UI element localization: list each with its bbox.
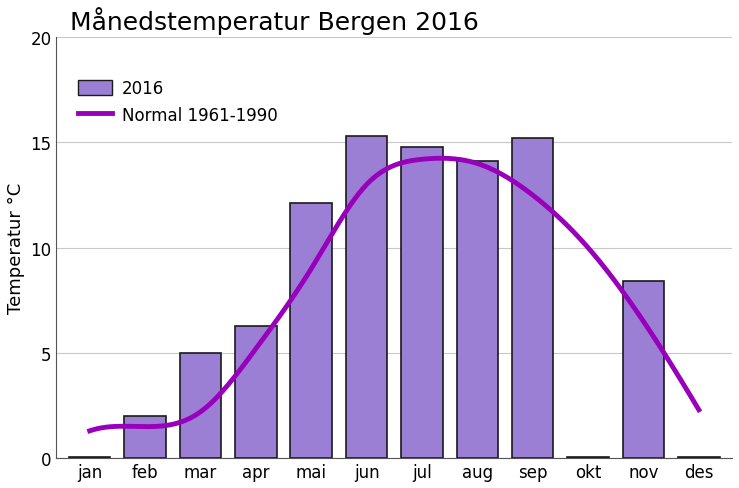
Bar (235, 326, 276, 458)
Bar (568, 457, 609, 458)
Legend: 2016, Normal 1961-1990: 2016, Normal 1961-1990 (78, 80, 277, 124)
Bar (290, 204, 332, 458)
Text: Månedstemperatur Bergen 2016: Månedstemperatur Bergen 2016 (70, 7, 479, 35)
Bar (180, 353, 221, 458)
Bar (623, 282, 664, 458)
Bar (124, 416, 166, 458)
Bar (401, 147, 443, 458)
Bar (457, 162, 498, 458)
Bar (512, 139, 554, 458)
Bar (678, 457, 720, 458)
Y-axis label: Temperatur °C: Temperatur °C (7, 183, 25, 314)
Bar (346, 137, 387, 458)
Bar (69, 457, 110, 458)
